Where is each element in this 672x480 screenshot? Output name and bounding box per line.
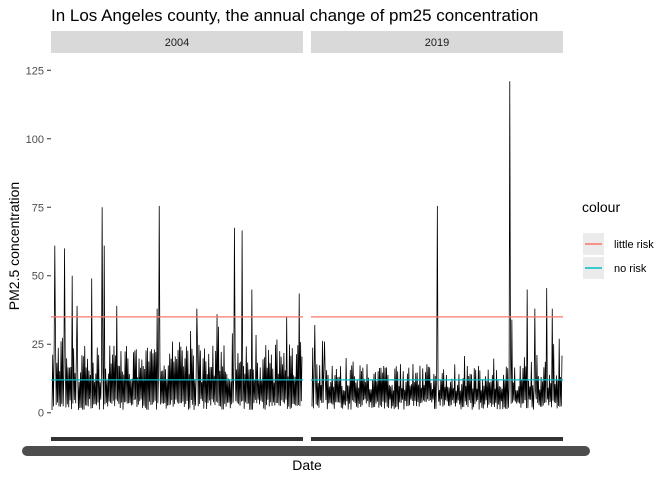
facet-strip-2019 [311,31,563,53]
legend-label-little-risk: little risk [614,239,654,251]
panel-2019 [311,53,563,430]
pm25-series-line [311,81,563,410]
x-axis-title: Date [292,457,322,473]
x-tick-labels-overplotted [22,446,590,456]
facet-strip-label-2004: 2004 [165,37,189,49]
y-tick-label: 0 [38,408,44,420]
x-ticks-dense [311,437,563,441]
y-tick-label: 25 [32,339,44,351]
facet-strip-2004 [51,31,303,53]
chart-title: In Los Angeles county, the annual change… [51,6,538,25]
y-tick-label: 125 [26,65,44,77]
facet-strip-label-2019: 2019 [425,37,449,49]
legend-label-no-risk: no risk [614,263,647,275]
y-tick-label: 75 [32,202,44,214]
y-tick-label: 50 [32,271,44,283]
pm25-series-line [51,205,303,411]
y-tick-label: 100 [26,134,44,146]
x-axis [22,437,590,456]
y-axis: 0 25 50 75 100 125 [26,65,51,420]
x-ticks-dense [51,437,303,441]
legend: colour little risk no risk [582,199,654,279]
legend-title: colour [582,199,620,215]
y-axis-title: PM2.5 concentration [6,182,22,310]
panel-2004 [51,53,303,430]
